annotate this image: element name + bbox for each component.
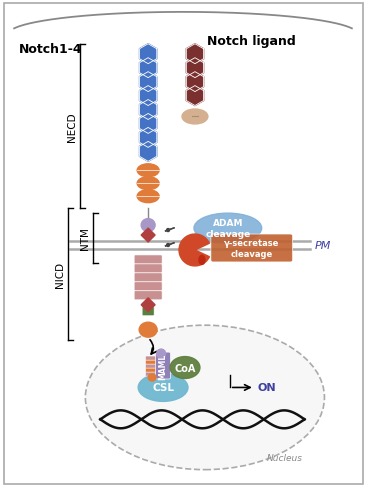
Text: ADAM
cleavage: ADAM cleavage <box>205 219 250 238</box>
FancyBboxPatch shape <box>142 307 154 316</box>
FancyBboxPatch shape <box>211 235 292 263</box>
Text: NECD: NECD <box>68 112 77 142</box>
Polygon shape <box>139 101 157 120</box>
Text: ON: ON <box>258 383 276 393</box>
FancyBboxPatch shape <box>134 273 162 282</box>
Ellipse shape <box>170 357 200 379</box>
FancyBboxPatch shape <box>146 372 157 376</box>
Polygon shape <box>139 86 157 106</box>
Ellipse shape <box>157 349 166 358</box>
FancyBboxPatch shape <box>134 282 162 291</box>
Text: γ-secretase
cleavage: γ-secretase cleavage <box>224 239 279 258</box>
Ellipse shape <box>137 164 159 178</box>
Polygon shape <box>186 86 204 106</box>
Text: NTM: NTM <box>80 227 90 250</box>
Ellipse shape <box>141 219 155 232</box>
Polygon shape <box>139 73 157 92</box>
FancyBboxPatch shape <box>146 365 157 368</box>
Text: Nucleus: Nucleus <box>266 453 303 462</box>
Polygon shape <box>186 45 204 64</box>
Ellipse shape <box>194 214 262 244</box>
FancyBboxPatch shape <box>4 4 363 484</box>
Polygon shape <box>139 114 157 134</box>
Polygon shape <box>141 228 155 243</box>
Ellipse shape <box>139 323 157 338</box>
Text: Notch1-4: Notch1-4 <box>19 43 82 56</box>
Ellipse shape <box>182 110 208 125</box>
Ellipse shape <box>138 374 188 402</box>
Ellipse shape <box>148 374 156 381</box>
Polygon shape <box>139 59 157 79</box>
Polygon shape <box>186 59 204 79</box>
Polygon shape <box>186 73 204 92</box>
Ellipse shape <box>199 256 205 265</box>
FancyBboxPatch shape <box>146 360 157 365</box>
FancyBboxPatch shape <box>146 368 157 372</box>
Circle shape <box>167 244 170 247</box>
Ellipse shape <box>86 325 324 469</box>
Text: Notch ligand: Notch ligand <box>207 35 296 48</box>
FancyBboxPatch shape <box>134 291 162 300</box>
Circle shape <box>167 229 170 232</box>
Text: CoA: CoA <box>174 363 196 373</box>
Ellipse shape <box>137 178 159 190</box>
Wedge shape <box>179 235 210 266</box>
Polygon shape <box>141 298 155 312</box>
Text: CSL: CSL <box>152 383 174 393</box>
Polygon shape <box>139 45 157 64</box>
Text: MAML: MAML <box>159 353 168 379</box>
FancyBboxPatch shape <box>146 356 157 360</box>
FancyBboxPatch shape <box>134 264 162 273</box>
Text: PM: PM <box>315 241 331 250</box>
FancyBboxPatch shape <box>156 352 171 379</box>
FancyBboxPatch shape <box>134 255 162 264</box>
Polygon shape <box>139 142 157 162</box>
Ellipse shape <box>137 190 159 203</box>
Polygon shape <box>139 128 157 148</box>
Text: NICD: NICD <box>55 261 65 287</box>
